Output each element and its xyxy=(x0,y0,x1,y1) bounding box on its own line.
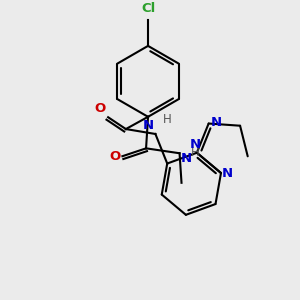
Text: N: N xyxy=(142,119,153,132)
Text: H: H xyxy=(190,146,199,159)
Text: N: N xyxy=(181,152,192,165)
Text: N: N xyxy=(222,167,233,179)
Text: N: N xyxy=(189,138,200,151)
Text: O: O xyxy=(94,102,106,115)
Text: Cl: Cl xyxy=(141,2,155,15)
Text: H: H xyxy=(163,113,172,126)
Text: O: O xyxy=(109,150,120,163)
Text: N: N xyxy=(211,116,222,129)
